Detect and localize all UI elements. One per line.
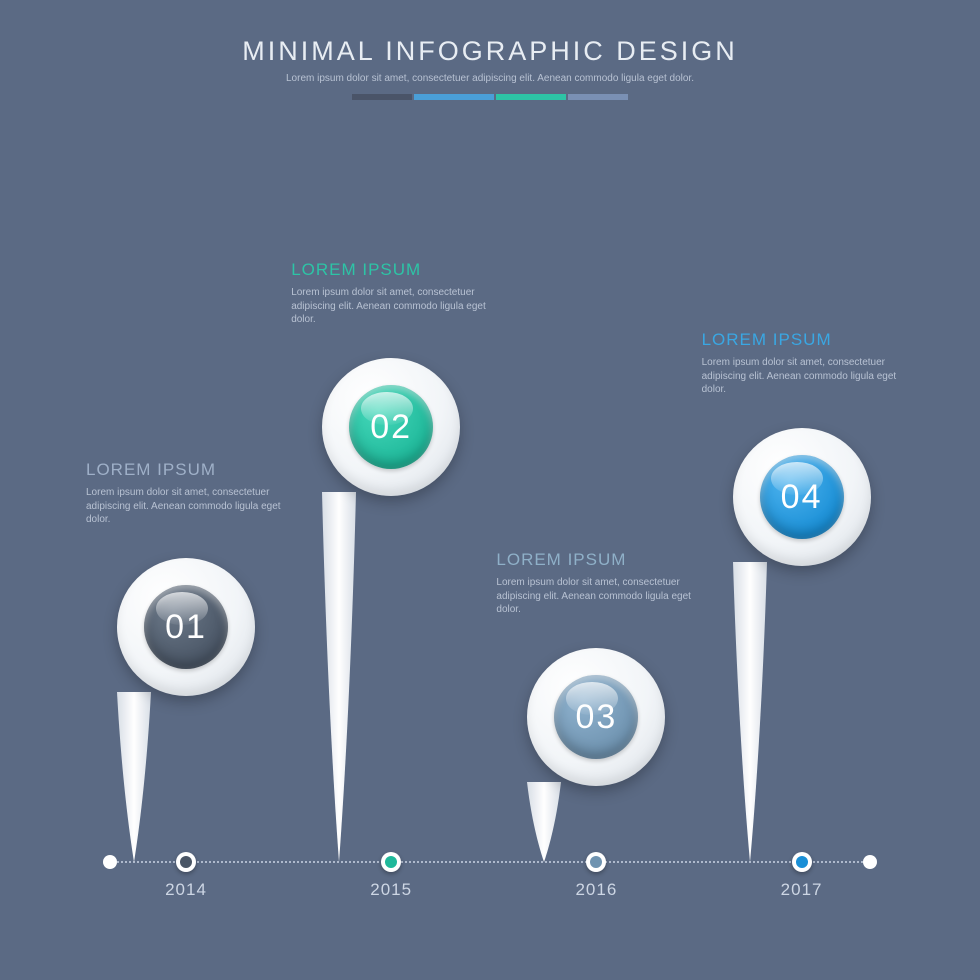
timeline-line xyxy=(110,861,870,863)
pin-gem: 03 xyxy=(554,675,638,759)
item-label: LOREM IPSUM Lorem ipsum dolor sit amet, … xyxy=(702,330,902,397)
timeline-year-dot xyxy=(586,852,606,872)
timeline-item: LOREM IPSUM Lorem ipsum dolor sit amet, … xyxy=(496,550,696,617)
item-title: LOREM IPSUM xyxy=(702,330,902,350)
pin-gem: 04 xyxy=(760,455,844,539)
dot-inner xyxy=(796,856,808,868)
page-subtitle: Lorem ipsum dolor sit amet, consectetuer… xyxy=(0,73,980,84)
timeline-pin: 02 xyxy=(322,358,460,867)
item-body: Lorem ipsum dolor sit amet, consectetuer… xyxy=(702,356,902,397)
item-label: LOREM IPSUM Lorem ipsum dolor sit amet, … xyxy=(291,260,491,327)
pin-stem-icon xyxy=(733,562,767,862)
item-body: Lorem ipsum dolor sit amet, consectetuer… xyxy=(86,486,286,527)
item-label: LOREM IPSUM Lorem ipsum dolor sit amet, … xyxy=(496,550,696,617)
pin-ring: 02 xyxy=(322,358,460,496)
timeline-year-label: 2015 xyxy=(370,880,412,900)
timeline-year-dot xyxy=(176,852,196,872)
dot-inner xyxy=(590,856,602,868)
item-title: LOREM IPSUM xyxy=(291,260,491,280)
accent-bar xyxy=(414,94,494,100)
timeline-year-label: 2014 xyxy=(165,880,207,900)
timeline-pin: 01 xyxy=(117,558,255,867)
item-body: Lorem ipsum dolor sit amet, consectetuer… xyxy=(496,576,696,617)
timeline-item: LOREM IPSUM Lorem ipsum dolor sit amet, … xyxy=(291,260,491,327)
accent-bar xyxy=(352,94,412,100)
page-title: MINIMAL INFOGRAPHIC DESIGN xyxy=(0,36,980,67)
pin-number: 01 xyxy=(165,608,207,647)
header: MINIMAL INFOGRAPHIC DESIGN Lorem ipsum d… xyxy=(0,36,980,100)
dot-inner xyxy=(385,856,397,868)
accent-bar xyxy=(568,94,628,100)
item-label: LOREM IPSUM Lorem ipsum dolor sit amet, … xyxy=(86,460,286,527)
timeline-item: LOREM IPSUM Lorem ipsum dolor sit amet, … xyxy=(702,330,902,397)
pin-stem-icon xyxy=(527,782,561,862)
pin-ring: 01 xyxy=(117,558,255,696)
timeline-pin: 03 xyxy=(527,648,665,867)
timeline-year-dot xyxy=(381,852,401,872)
timeline-endpoint-right xyxy=(863,855,877,869)
pin-number: 04 xyxy=(781,478,823,517)
timeline-year-dot xyxy=(792,852,812,872)
pin-stem-icon xyxy=(117,692,151,862)
item-body: Lorem ipsum dolor sit amet, consectetuer… xyxy=(291,286,491,327)
accent-bars xyxy=(0,94,980,100)
item-title: LOREM IPSUM xyxy=(496,550,696,570)
pin-ring: 04 xyxy=(733,428,871,566)
pin-ring: 03 xyxy=(527,648,665,786)
timeline-pin: 04 xyxy=(733,428,871,867)
accent-bar xyxy=(496,94,566,100)
pin-number: 02 xyxy=(370,408,412,447)
pin-number: 03 xyxy=(575,698,617,737)
timeline-endpoint-left xyxy=(103,855,117,869)
infographic-canvas: MINIMAL INFOGRAPHIC DESIGN Lorem ipsum d… xyxy=(0,0,980,980)
timeline-year-label: 2017 xyxy=(781,880,823,900)
item-title: LOREM IPSUM xyxy=(86,460,286,480)
pin-gem: 02 xyxy=(349,385,433,469)
dot-inner xyxy=(180,856,192,868)
pin-gem: 01 xyxy=(144,585,228,669)
timeline-year-label: 2016 xyxy=(575,880,617,900)
pin-stem-icon xyxy=(322,492,356,862)
timeline-item: LOREM IPSUM Lorem ipsum dolor sit amet, … xyxy=(86,460,286,527)
